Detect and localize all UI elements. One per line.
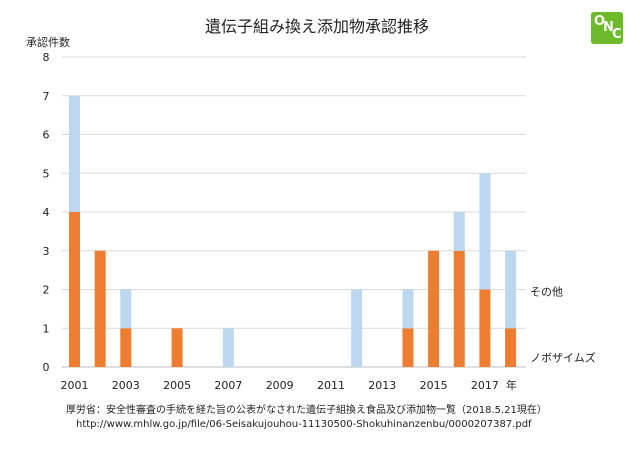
bar-segment-novozymes xyxy=(428,250,440,367)
y-tick-label: 5 xyxy=(43,167,50,180)
x-tick-label: 2007 xyxy=(214,379,242,392)
y-tick-label: 3 xyxy=(43,245,50,258)
y-axis-ticks: 0 1 2 3 4 5 6 7 8 xyxy=(43,51,50,374)
y-tick-label: 8 xyxy=(43,51,50,64)
x-tick-label: 2017 xyxy=(471,379,499,392)
bar-segment-other xyxy=(351,289,363,367)
x-axis-label: 年 xyxy=(506,378,517,392)
x-tick-label: 2009 xyxy=(266,379,294,392)
bar-segment-novozymes xyxy=(69,212,80,367)
gridlines xyxy=(62,56,526,368)
bar-segment-novozymes xyxy=(479,289,491,367)
bar-segment-other xyxy=(479,173,491,290)
x-axis-ticks: 2001 2003 2005 2007 2009 2011 2013 2015 2017 xyxy=(61,379,499,392)
x-tick-label: 2005 xyxy=(163,379,191,392)
source-url[interactable]: http://www.mhlw.go.jp/file/06-Seisakujou… xyxy=(76,419,532,430)
onc-logo: O N C xyxy=(591,12,623,44)
x-tick-label: 2001 xyxy=(61,379,89,392)
y-tick-label: 4 xyxy=(43,206,50,219)
logo-letter-n: N xyxy=(603,20,614,35)
bar-segment-other xyxy=(120,289,132,329)
y-tick-label: 1 xyxy=(43,322,50,335)
y-tick-label: 6 xyxy=(43,129,50,142)
source-note: 厚労省：安全性審査の手続を経た旨の公表がなされた遺伝子組換え食品及び添加物一覧（… xyxy=(66,404,547,432)
y-axis-label: 承認件数 xyxy=(26,35,70,49)
x-tick-label: 2013 xyxy=(368,379,396,392)
series-label-other: その他 xyxy=(530,286,563,299)
y-tick-label: 0 xyxy=(43,361,50,374)
bar-segment-novozymes xyxy=(453,250,465,367)
logo-letter-o: O xyxy=(594,14,606,29)
bar-segment-novozymes xyxy=(94,250,106,367)
series-label-novozymes: ノボザイムズ xyxy=(530,351,596,365)
y-tick-label: 2 xyxy=(43,284,50,297)
y-tick-label: 7 xyxy=(43,90,50,103)
logo-letter-c: C xyxy=(612,27,622,42)
bar-segment-other xyxy=(505,250,517,329)
bar-segment-novozymes xyxy=(402,328,414,367)
bar-segment-other xyxy=(453,212,465,251)
bar-segment-other xyxy=(402,289,414,329)
bar-segment-other xyxy=(69,95,80,212)
x-tick-label: 2011 xyxy=(317,379,345,392)
chart-title: 遺伝子組み換え添加物承認推移 xyxy=(205,17,429,36)
bar-segment-novozymes xyxy=(505,328,517,367)
bar-segment-novozymes xyxy=(120,328,132,367)
bar-segment-novozymes xyxy=(171,328,183,367)
x-tick-label: 2015 xyxy=(420,379,448,392)
source-line-1: 厚労省：安全性審査の手続を経た旨の公表がなされた遺伝子組換え食品及び添加物一覧（… xyxy=(66,405,547,416)
bar-segment-other xyxy=(222,328,234,367)
x-tick-label: 2003 xyxy=(112,379,140,392)
bars xyxy=(69,95,517,367)
